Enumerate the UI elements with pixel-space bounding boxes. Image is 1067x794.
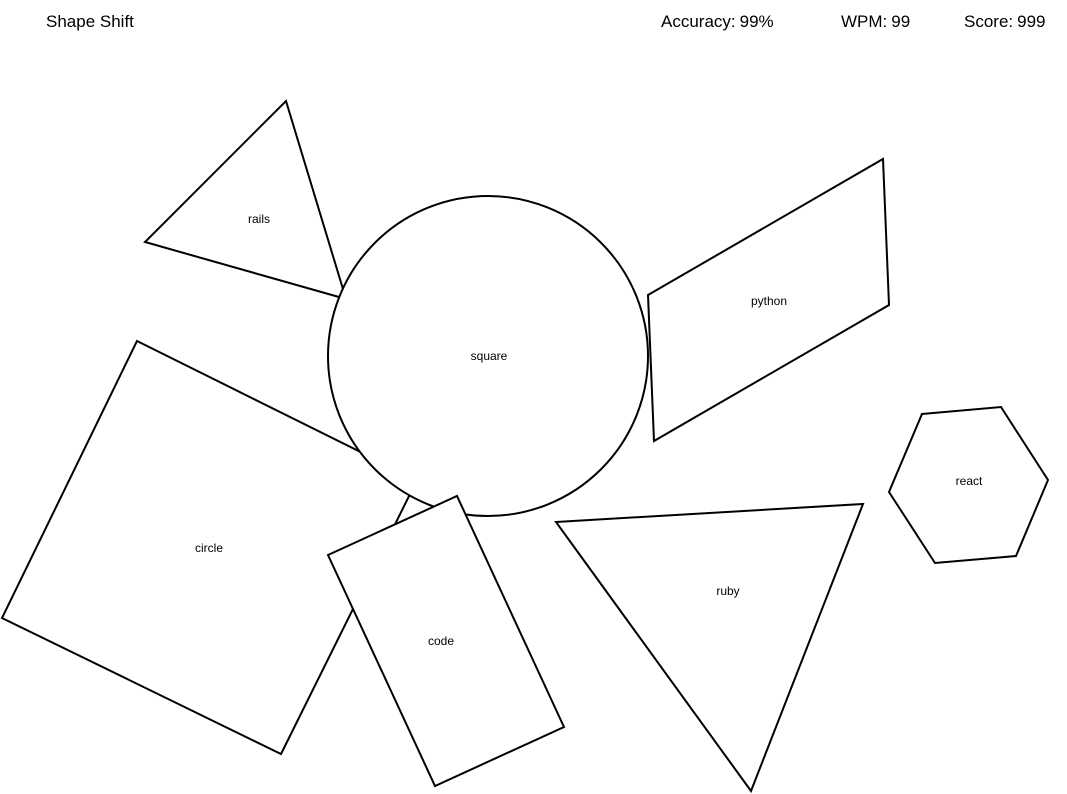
game-title: Shape Shift — [46, 12, 134, 31]
shape-label-code: code — [428, 634, 454, 648]
triangle-shape — [143, 99, 348, 301]
shape-label-rails: rails — [248, 212, 270, 226]
score-label: Score: — [964, 12, 1014, 31]
shape-circle-word[interactable]: circle — [0, 339, 419, 756]
shape-ruby-word[interactable]: ruby — [554, 502, 865, 794]
shape-label-circle: circle — [195, 541, 223, 555]
shape-label-react: react — [956, 474, 983, 488]
square-shape — [0, 339, 419, 756]
hexagon-shape — [887, 405, 1050, 565]
accuracy-stat: Accuracy: 99% — [661, 11, 774, 33]
accuracy-value: 99% — [739, 12, 774, 31]
circle-shape — [327, 195, 649, 517]
rectangle-shape — [326, 494, 566, 788]
shape-react-word[interactable]: react — [887, 405, 1050, 565]
wpm-stat: WPM: 99 — [841, 11, 910, 33]
parallelogram-shape — [646, 157, 891, 443]
shape-rails-word[interactable]: rails — [143, 99, 348, 301]
shape-square-word[interactable]: square — [327, 195, 649, 517]
wpm-value: 99 — [891, 12, 911, 31]
shape-label-square: square — [471, 349, 508, 363]
score-value: 999 — [1017, 12, 1046, 31]
shape-python-word[interactable]: python — [646, 157, 891, 443]
score-stat: Score: 999 — [964, 11, 1046, 33]
shape-label-ruby: ruby — [716, 584, 739, 598]
shape-code-word[interactable]: code — [326, 494, 566, 788]
shape-label-python: python — [751, 294, 787, 308]
triangle-shape — [554, 502, 865, 794]
wpm-label: WPM: — [841, 12, 888, 31]
accuracy-label: Accuracy: — [661, 12, 736, 31]
